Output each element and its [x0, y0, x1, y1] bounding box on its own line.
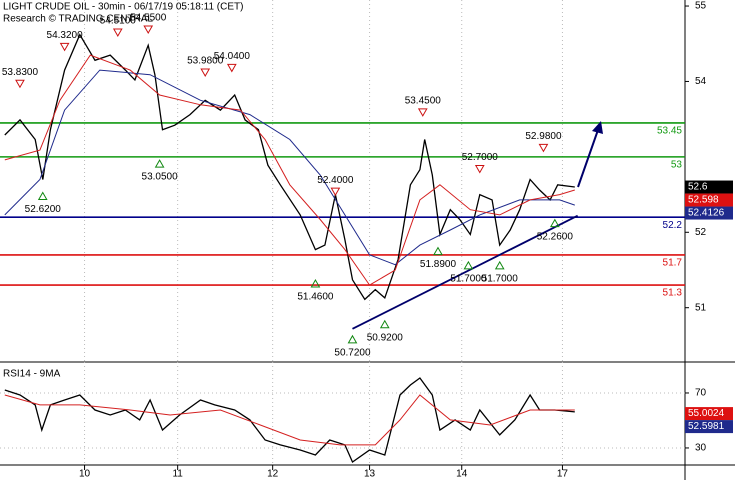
- x-tick-label: 11: [172, 469, 183, 480]
- series-line: [4, 54, 575, 286]
- price-tag-label: 52.6: [688, 182, 708, 193]
- swing-label: 52.4000: [317, 175, 354, 186]
- high-marker: [200, 68, 211, 77]
- high-marker: [474, 164, 485, 174]
- low-marker: [494, 260, 505, 270]
- swing-label: 54.0400: [214, 51, 251, 62]
- low-marker: [37, 191, 48, 201]
- swing-label: 51.8900: [420, 259, 457, 270]
- low-marker: [347, 334, 358, 344]
- y-tick-label: 51: [695, 302, 707, 313]
- level-label: 53: [671, 160, 683, 171]
- price-tag-label: 52.4126: [688, 208, 725, 219]
- y-tick-label: 52: [695, 227, 707, 238]
- level-label: 52.2: [663, 220, 683, 231]
- swing-label: 52.2600: [537, 231, 574, 242]
- swing-label: 53.0500: [142, 172, 179, 183]
- high-marker: [112, 28, 123, 37]
- swing-label: 51.7000: [482, 274, 519, 285]
- forecast-arrow: [577, 126, 600, 188]
- series-line: [4, 394, 575, 446]
- level-label: 51.3: [663, 288, 683, 299]
- swing-label: 52.6200: [25, 204, 62, 215]
- swing-label: 52.7000: [462, 152, 499, 163]
- level-label: 53.45: [657, 126, 682, 137]
- low-marker: [379, 319, 390, 329]
- high-marker: [417, 108, 428, 117]
- x-tick-label: 14: [456, 469, 468, 480]
- price-tag-label: 52.5981: [688, 421, 725, 432]
- low-marker: [463, 260, 474, 270]
- low-marker: [433, 246, 443, 256]
- swing-label: 53.8300: [2, 67, 39, 78]
- price-tag: [685, 420, 733, 434]
- x-tick-label: 12: [267, 469, 279, 480]
- high-marker: [330, 187, 341, 197]
- trendline: [352, 214, 579, 330]
- x-tick-label: 10: [79, 469, 91, 480]
- y-tick-label: 30: [695, 443, 707, 454]
- swing-label: 51.7000: [450, 274, 487, 285]
- high-marker: [15, 79, 25, 89]
- y-tick-label: 55: [695, 1, 707, 12]
- chart-subtitle: Research © TRADING CENTRAL: [3, 14, 153, 25]
- swing-label: 50.9200: [367, 332, 404, 343]
- swing-label: 53.4500: [405, 96, 442, 107]
- high-marker: [226, 63, 237, 73]
- low-marker: [154, 159, 165, 168]
- price-tag-label: 52.598: [688, 195, 719, 206]
- high-marker: [143, 25, 154, 34]
- series-line: [4, 33, 575, 301]
- chart-title: LIGHT CRUDE OIL - 30min - 06/17/19 05:18…: [3, 2, 243, 13]
- price-tag: [685, 206, 733, 220]
- swing-label: 51.4600: [297, 292, 334, 303]
- low-marker: [549, 218, 560, 228]
- x-tick-label: 13: [364, 469, 376, 480]
- high-marker: [538, 143, 549, 153]
- y-tick-label: 54: [695, 76, 707, 87]
- high-marker: [59, 42, 70, 52]
- forecast-arrowhead: [592, 121, 603, 134]
- swing-label: 50.7200: [334, 347, 371, 358]
- level-label: 51.7: [663, 258, 683, 269]
- price-tag-label: 55.0024: [688, 408, 725, 419]
- y-tick-label: 70: [695, 388, 707, 399]
- price-tag: [685, 180, 733, 194]
- x-tick-label: 17: [557, 469, 569, 480]
- swing-label: 54.5100: [100, 16, 137, 27]
- low-marker: [310, 279, 321, 288]
- swing-label: 52.9800: [525, 131, 562, 142]
- rsi-title: RSI14 - 9MA: [3, 369, 61, 380]
- swing-label: 54.5500: [130, 13, 167, 24]
- swing-label: 54.3200: [47, 30, 84, 41]
- price-tag: [685, 407, 733, 421]
- price-tag: [685, 193, 733, 207]
- swing-label: 53.9800: [187, 56, 224, 67]
